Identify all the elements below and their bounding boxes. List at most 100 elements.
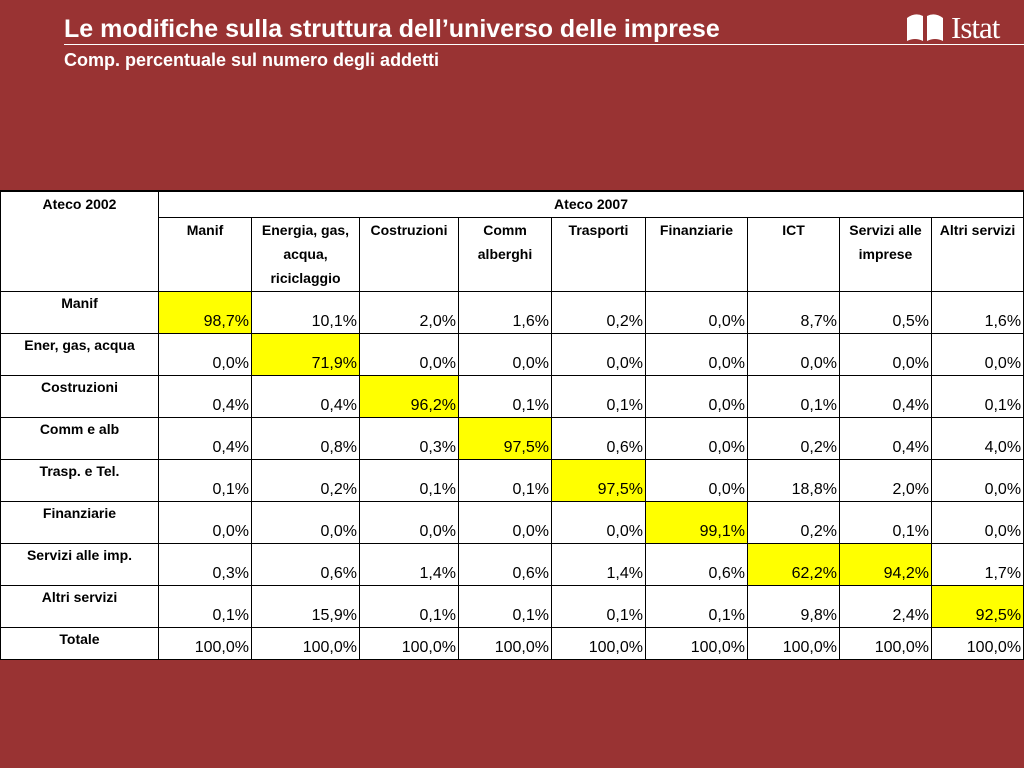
table-cell: 97,5% (551, 458, 646, 502)
table-cell: 1,6% (458, 290, 552, 334)
table-cell: 10,1% (251, 290, 360, 334)
table-cell: 71,9% (251, 332, 360, 376)
title-divider (64, 44, 1024, 45)
row-label: Finanziarie (0, 500, 159, 544)
row-label: Manif (0, 290, 159, 334)
table-cell: 100,0% (458, 626, 552, 660)
column-header: Comm alberghi (458, 216, 552, 292)
table-cell: 100,0% (645, 626, 748, 660)
table-cell: 9,8% (747, 584, 840, 628)
table-cell: 0,0% (458, 332, 552, 376)
table-cell: 100,0% (551, 626, 646, 660)
table-cell: 0,4% (158, 374, 252, 418)
table-cell: 0,1% (458, 374, 552, 418)
table-cell: 0,1% (930, 374, 1024, 418)
table-cell: 0,4% (251, 374, 360, 418)
table-cell: 0,4% (158, 416, 252, 460)
table-cell: 0,0% (839, 332, 932, 376)
table-cell: 0,0% (645, 374, 748, 418)
table-cell: 15,9% (251, 584, 360, 628)
table-cell: 0,5% (839, 290, 932, 334)
row-label: Trasp. e Tel. (0, 458, 159, 502)
page-title: Le modifiche sulla struttura dell’univer… (64, 15, 720, 43)
istat-logo-icon (907, 14, 943, 41)
column-header: ICT (747, 216, 840, 292)
corner-header: Ateco 2002 (0, 190, 159, 292)
table-cell: 0,1% (645, 584, 748, 628)
column-header: Altri servizi (930, 216, 1024, 292)
table-row: Servizi alle imp. 0,3% 0,6% 1,4% 0,6% 1,4% 0,6… (0, 542, 1024, 586)
table-cell: 0,0% (930, 332, 1024, 376)
table-cell: 0,1% (359, 584, 459, 628)
table-cell: 18,8% (747, 458, 840, 502)
table-cell: 0,1% (359, 458, 459, 502)
table-cell: 0,4% (839, 374, 932, 418)
table-cell: 98,7% (158, 290, 252, 334)
table-cell: 0,2% (251, 458, 360, 502)
table-cell: 2,0% (359, 290, 459, 334)
row-label: Servizi alle imp. (0, 542, 159, 586)
table-cell: 100,0% (359, 626, 459, 660)
table-cell: 0,0% (645, 290, 748, 334)
table-cell: 92,5% (930, 584, 1024, 628)
table-row: Trasp. e Tel. 0,1% 0,2% 0,1% 0,1% 97,5% 0,0% 18… (0, 458, 1024, 502)
table-cell: 0,1% (458, 584, 552, 628)
table-cell: 0,4% (839, 416, 932, 460)
table-cell: 0,0% (158, 332, 252, 376)
row-label: Comm e alb (0, 416, 159, 460)
table-cell: 0,1% (747, 374, 840, 418)
table-cell: 0,1% (458, 458, 552, 502)
table-cell: 0,6% (551, 416, 646, 460)
table-cell: 4,0% (930, 416, 1024, 460)
column-header: Servizi alle imprese (839, 216, 932, 292)
table-row: Finanziarie 0,0% 0,0% 0,0% 0,0% 0,0% 99,1% 0,2%… (0, 500, 1024, 544)
table-cell: 100,0% (930, 626, 1024, 660)
istat-logo-text: Istat (951, 10, 1000, 45)
table-cell: 8,7% (747, 290, 840, 334)
table-row: Totale 100,0% 100,0% 100,0% 100,0% 100,0% 100,… (0, 626, 1024, 660)
table-cell: 0,2% (551, 290, 646, 334)
table-cell: 0,0% (645, 332, 748, 376)
table-cell: 0,3% (158, 542, 252, 586)
table-cell: 0,0% (458, 500, 552, 544)
table-cell: 96,2% (359, 374, 459, 418)
table-cell: 100,0% (747, 626, 840, 660)
table-cell: 1,4% (551, 542, 646, 586)
table-row: Altri servizi 0,1% 15,9% 0,1% 0,1% 0,1% 0,1% 9,… (0, 584, 1024, 628)
table-cell: 1,6% (930, 290, 1024, 334)
table-cell: 1,7% (930, 542, 1024, 586)
table-row: Manif 98,7% 10,1% 2,0% 1,6% 0,2% 0,0% 8,7% 0,5% 1… (0, 290, 1024, 334)
table-cell: 62,2% (747, 542, 840, 586)
table-row: Comm e alb 0,4% 0,8% 0,3% 97,5% 0,6% 0,0% 0,2% 0… (0, 416, 1024, 460)
column-header: Costruzioni (359, 216, 459, 292)
table-cell: 0,0% (747, 332, 840, 376)
column-header: Energia, gas, acqua, riciclaggio (251, 216, 360, 292)
table-cell: 100,0% (158, 626, 252, 660)
table-cell: 100,0% (251, 626, 360, 660)
table-cell: 0,0% (359, 332, 459, 376)
table-cell: 0,0% (645, 416, 748, 460)
table-cell: 0,1% (158, 458, 252, 502)
table-cell: 0,6% (251, 542, 360, 586)
table-cell: 97,5% (458, 416, 552, 460)
row-label: Totale (0, 626, 159, 660)
table-cell: 0,0% (158, 500, 252, 544)
table-cell: 2,0% (839, 458, 932, 502)
table-cell: 0,8% (251, 416, 360, 460)
table-cell: 94,2% (839, 542, 932, 586)
table-cell: 2,4% (839, 584, 932, 628)
table-cell: 0,6% (645, 542, 748, 586)
table-row: Costruzioni 0,4% 0,4% 96,2% 0,1% 0,1% 0,0% 0,1%… (0, 374, 1024, 418)
column-header: Manif (158, 216, 252, 292)
table-cell: 0,1% (551, 584, 646, 628)
table-cell: 0,6% (458, 542, 552, 586)
table-cell: 100,0% (839, 626, 932, 660)
page-subtitle: Comp. percentuale sul numero degli addet… (64, 50, 440, 70)
column-header: Finanziarie (645, 216, 748, 292)
table-cell: 0,0% (930, 500, 1024, 544)
row-label: Ener, gas, acqua (0, 332, 159, 376)
table-cell: 0,2% (747, 416, 840, 460)
table-cell: 0,0% (645, 458, 748, 502)
table-cell: 0,0% (359, 500, 459, 544)
table-cell: 0,0% (551, 332, 646, 376)
